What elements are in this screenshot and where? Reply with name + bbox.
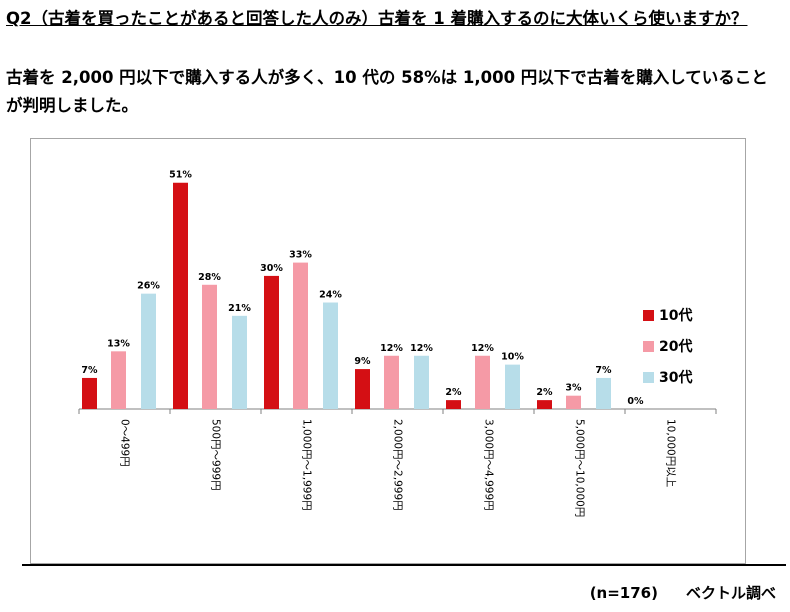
- bar: [566, 395, 581, 409]
- data-label: 7%: [81, 365, 98, 376]
- chart-frame: 7% 51% 30% 9% 2% 2% 0% 13% 28% 33% 12% 12% 3% 26% 21% 2…: [30, 138, 746, 564]
- bar: [537, 400, 552, 409]
- bar: [202, 284, 217, 409]
- category-label: 0～499円: [119, 419, 131, 467]
- category-label: 10,000円以上: [665, 419, 677, 487]
- question-text: Q2（古着を買ったことがあると回答した人のみ）古着を 1 着購入するのに大体いく…: [6, 6, 786, 31]
- question-line: Q2（古着を買ったことがあると回答した人のみ）古着を 1 着購入するのに大体いく…: [6, 9, 748, 28]
- category-label: 1,000円～1,999円: [301, 419, 313, 511]
- bar: [384, 355, 399, 409]
- data-label: 24%: [319, 290, 342, 301]
- category-label: 3,000円～4,999円: [483, 419, 495, 511]
- finding-text: 古着を 2,000 円以下で購入する人が多く、10 代の 58%は 1,000 …: [6, 64, 786, 120]
- data-label: 30%: [260, 263, 283, 274]
- bar: [323, 302, 338, 409]
- data-label: 2%: [445, 387, 462, 398]
- data-label: 0%: [627, 396, 644, 407]
- legend-label: 20代: [659, 338, 692, 355]
- bar: [475, 355, 490, 409]
- bar: [264, 275, 279, 409]
- data-label: 3%: [565, 383, 582, 394]
- bar: [446, 400, 461, 409]
- legend-label: 30代: [659, 369, 692, 386]
- category-label: 5,000円～10,000円: [574, 419, 586, 517]
- category-label: 500円～999円: [210, 419, 222, 491]
- finding-line: が判明しました。: [6, 96, 138, 115]
- sample-size: (n=176): [589, 584, 658, 602]
- bar: [141, 293, 156, 409]
- bar: [596, 377, 611, 409]
- data-label: 10%: [501, 352, 524, 363]
- legend-swatch: [643, 372, 654, 383]
- data-label: 12%: [380, 343, 403, 354]
- bar: [111, 351, 126, 409]
- bar: [355, 369, 370, 409]
- category-label: 2,000円～2,999円: [392, 419, 404, 511]
- bar: [173, 182, 188, 409]
- bar: [414, 355, 429, 409]
- bar-chart: 7% 51% 30% 9% 2% 2% 0% 13% 28% 33% 12% 12% 3% 26% 21% 2…: [78, 170, 717, 517]
- bottom-rule: [22, 564, 786, 566]
- footer: (n=176) ベクトル調べ: [562, 582, 776, 603]
- legend-swatch: [643, 310, 654, 321]
- data-label: 28%: [198, 272, 221, 283]
- data-label: 26%: [137, 281, 160, 292]
- source-credit: ベクトル調べ: [685, 584, 776, 602]
- legend-swatch: [643, 341, 654, 352]
- data-label: 7%: [595, 365, 612, 376]
- finding-line: 古着を 2,000 円以下で購入する人が多く、10 代の 58%は 1,000 …: [6, 68, 768, 87]
- bar: [505, 364, 520, 409]
- data-label: 13%: [107, 338, 130, 349]
- legend-label: 10代: [659, 307, 692, 324]
- data-label: 12%: [410, 343, 433, 354]
- bar: [293, 262, 308, 409]
- data-label: 33%: [289, 250, 312, 261]
- data-label: 2%: [536, 387, 553, 398]
- bar: [232, 315, 247, 409]
- data-label: 9%: [354, 356, 371, 367]
- data-label: 12%: [471, 343, 494, 354]
- data-label: 21%: [228, 303, 251, 314]
- data-label: 51%: [169, 170, 192, 181]
- bar: [82, 377, 97, 409]
